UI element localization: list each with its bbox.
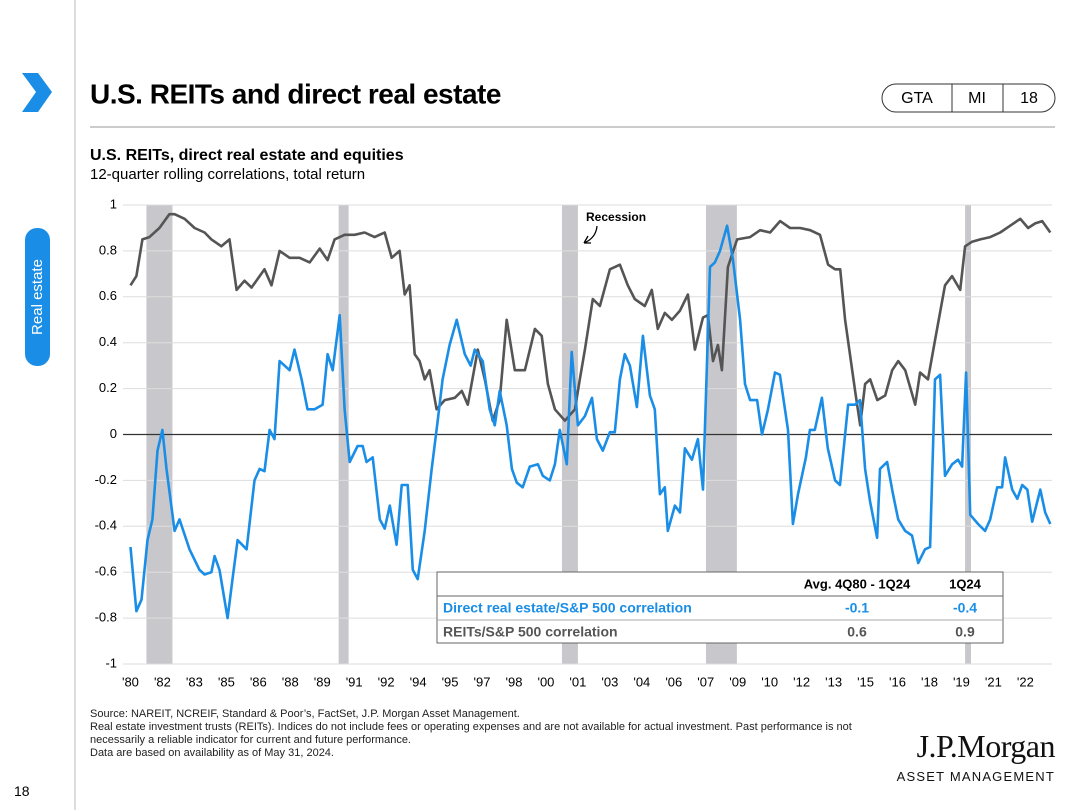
x-tick-label: '07 (697, 674, 714, 689)
x-tick-label: '22 (1017, 674, 1034, 689)
x-tick-label: '94 (410, 674, 427, 689)
x-tick-label: '86 (250, 674, 267, 689)
series-line (129, 212, 1052, 427)
logo-name: J.P.Morgan (916, 728, 1056, 764)
logo-sub: ASSET MANAGEMENT (896, 769, 1055, 784)
chart-subtitle: 12-quarter rolling correlations, total r… (90, 166, 365, 183)
annotation-arrow (583, 225, 598, 244)
y-tick-label: -1 (105, 655, 117, 670)
x-tick-label: '16 (889, 674, 906, 689)
y-tick-label: -0.8 (95, 610, 117, 625)
x-tick-label: '98 (506, 674, 523, 689)
x-tick-label: '03 (601, 674, 618, 689)
annotation: Recession (586, 210, 646, 224)
x-tick-label: '88 (282, 674, 299, 689)
x-tick-label: '95 (442, 674, 459, 689)
chart-title: U.S. REITs, direct real estate and equit… (90, 147, 404, 164)
x-tick-label: '80 (122, 674, 139, 689)
x-tick-label: '92 (378, 674, 395, 689)
x-tick-label: '13 (825, 674, 842, 689)
table-box (436, 571, 1004, 644)
x-tick-label: '15 (857, 674, 874, 689)
x-tick-label: '06 (665, 674, 682, 689)
table-value: -0.1 (845, 600, 869, 616)
tag: MI (968, 90, 986, 107)
table-header: 1Q24 (949, 576, 982, 591)
y-tick-label: 0.6 (99, 288, 117, 303)
table-value: 0.6 (847, 624, 867, 640)
x-tick-label: '01 (569, 674, 586, 689)
x-tick-label: '18 (921, 674, 938, 689)
section-label: Real estate (29, 259, 46, 335)
x-tick-label: '00 (537, 674, 554, 689)
tag: GTA (901, 90, 933, 107)
x-tick-label: '89 (314, 674, 331, 689)
table-value: -0.4 (953, 600, 977, 616)
page-number: 18 (14, 783, 30, 799)
note: Source: NAREIT, NCREIF, Standard & Poor’… (90, 708, 520, 720)
x-tick-label: '12 (793, 674, 810, 689)
y-tick-label: 0.2 (99, 380, 117, 395)
note: Real estate investment trusts (REITs). I… (90, 721, 852, 746)
logo: J.P.Morgan ASSET MANAGEMENT (896, 728, 1056, 784)
x-tick-label: '97 (474, 674, 491, 689)
y-tick-label: 0.8 (99, 242, 117, 257)
x-tick-label: '83 (186, 674, 203, 689)
chevron-icon (22, 73, 52, 112)
y-tick-label: 1 (110, 196, 117, 211)
x-tick-label: '21 (985, 674, 1002, 689)
x-tick-label: '04 (633, 674, 650, 689)
y-tick-label: -0.4 (95, 518, 117, 533)
y-tick-label: -0.2 (95, 472, 117, 487)
y-tick-label: 0 (110, 426, 117, 441)
y-tick-label: 0.4 (99, 334, 117, 349)
y-tick-label: -0.6 (95, 564, 117, 579)
table-row-label: REITs/S&P 500 correlation (443, 624, 618, 640)
tag-pill (881, 83, 1056, 113)
inset-table: Avg. 4Q80 - 1Q24 1Q24 Direct real estate/S… (436, 571, 1004, 644)
x-tick-label: '19 (953, 674, 970, 689)
tag: 18 (1020, 90, 1038, 107)
x-tick-label: '91 (346, 674, 363, 689)
x-tick-label: '10 (761, 674, 778, 689)
slide-title: U.S. REITs and direct real estate (90, 78, 501, 109)
section-tab (25, 228, 50, 366)
note: Data are based on availability as of May… (90, 747, 334, 759)
series-line (129, 224, 1052, 620)
table-header: Avg. 4Q80 - 1Q24 (804, 576, 911, 591)
x-tick-label: '82 (154, 674, 171, 689)
table-row-label: Direct real estate/S&P 500 correlation (443, 600, 692, 616)
source-notes: Source: NAREIT, NCREIF, Standard & Poor’… (90, 708, 900, 760)
table-value: 0.9 (955, 624, 975, 640)
x-tick-label: '09 (729, 674, 746, 689)
x-tick-label: '85 (218, 674, 235, 689)
